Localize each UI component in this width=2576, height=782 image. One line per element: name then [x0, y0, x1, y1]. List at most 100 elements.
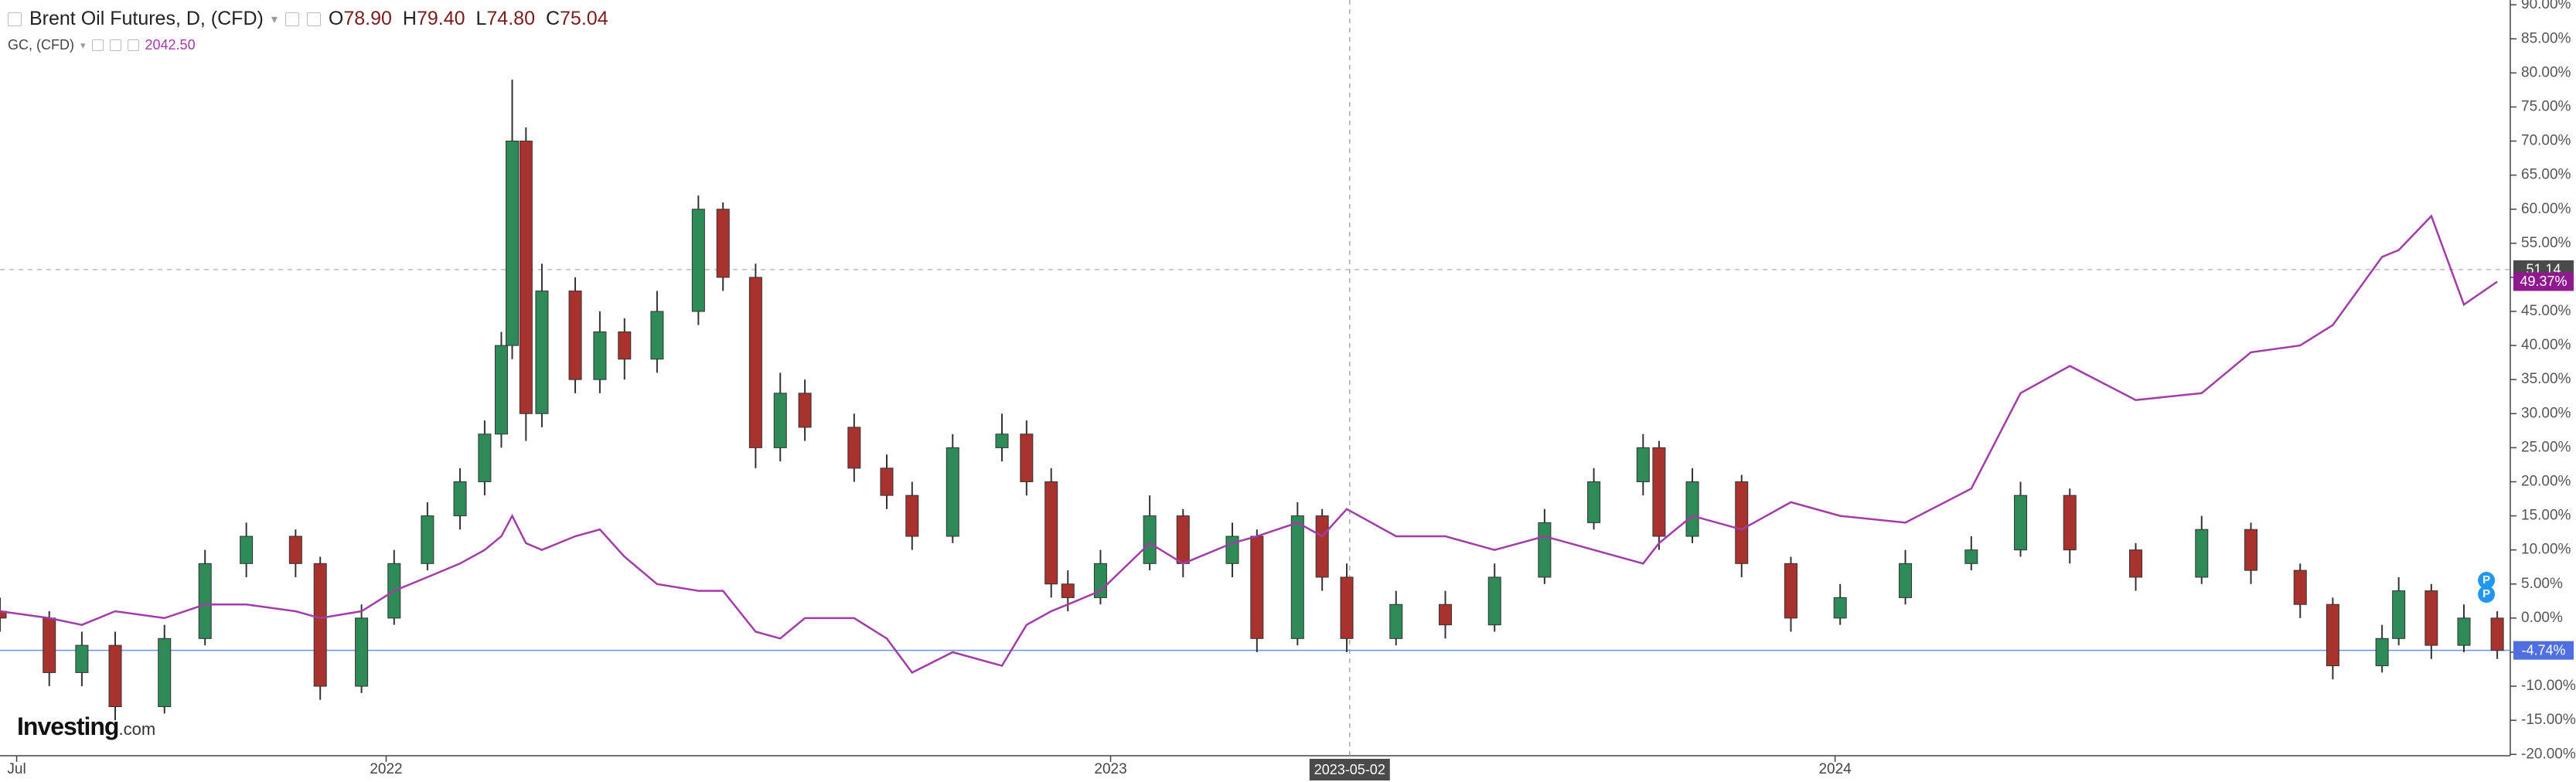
candle-body [691, 209, 705, 312]
y-tick-label: -10.00% [2521, 678, 2576, 694]
icon[interactable] [306, 12, 321, 26]
dropdown[interactable]: ▾ [80, 39, 86, 51]
icon[interactable] [109, 39, 121, 51]
candle-body [494, 345, 508, 435]
dropdown[interactable]: ▾ [271, 12, 278, 26]
candle-body [535, 291, 549, 414]
ohlc-item: O78.90 [329, 8, 392, 30]
overlay-name: GC, (CFD) [8, 37, 74, 53]
ohlc-key: H [402, 8, 417, 29]
candle-body [593, 331, 607, 380]
candle-body [1061, 583, 1075, 598]
x-tick-label: 2022 [370, 761, 402, 777]
candle-body [355, 617, 369, 687]
icon[interactable] [91, 39, 104, 51]
candle-body [1315, 515, 1329, 578]
ohlc-item: C75.04 [546, 8, 608, 30]
candle-body [198, 563, 212, 639]
y-tick-label: 30.00% [2521, 405, 2571, 421]
candle-body [158, 638, 172, 708]
candle-body [1587, 481, 1601, 523]
y-tick-label: 10.00% [2521, 542, 2571, 558]
y-tick-label: 25.00% [2521, 439, 2571, 455]
candle-body [618, 331, 632, 360]
candle-body [1685, 481, 1699, 537]
candle-body [946, 447, 959, 537]
y-tick-label: -15.00% [2521, 712, 2576, 728]
ohlc-item: H79.40 [403, 8, 465, 30]
candle-body [2326, 604, 2339, 667]
candle-last-label-box [2513, 641, 2574, 660]
candle-body [313, 563, 327, 687]
candle-body [2392, 590, 2406, 639]
event-label: P [2482, 573, 2490, 586]
candle-body [847, 427, 861, 469]
y-tick-label: 85.00% [2521, 30, 2571, 46]
x-tick-label: Jul [7, 761, 26, 777]
y-tick-label: 65.00% [2521, 167, 2571, 183]
candle-body [421, 515, 434, 564]
candle-body [716, 209, 730, 278]
candle-body [798, 393, 812, 428]
candle-body [1784, 563, 1797, 619]
x-tick-label: 2023 [1094, 761, 1126, 777]
candle-body [773, 393, 787, 448]
candle-body [1340, 576, 1354, 639]
line-last-label-box [2513, 272, 2574, 291]
candle-body [2195, 529, 2209, 578]
candle-body [453, 481, 467, 517]
ohlc-key: O [328, 8, 344, 29]
candle-body [748, 277, 762, 448]
crosshair-x-label-box [1309, 759, 1390, 780]
collapse-icon[interactable] [8, 12, 22, 26]
candle-body [1044, 481, 1058, 585]
candle-body [506, 141, 520, 346]
y-tick-label: 5.00% [2521, 576, 2563, 592]
candle-body [1899, 563, 1913, 598]
y-tick-label: 60.00% [2521, 201, 2571, 217]
candle-body [2244, 529, 2258, 571]
candle-body [0, 610, 7, 619]
candle-body [75, 644, 89, 673]
crosshair-x-label: 2023-05-02 [1314, 762, 1385, 777]
candle-body [880, 468, 894, 496]
icon[interactable] [127, 39, 139, 51]
candle-body [2014, 495, 2028, 551]
ohlc-value: 74.80 [486, 8, 535, 29]
candle-body [1487, 576, 1501, 626]
event-marker [2478, 572, 2496, 590]
overlay-header: GC, (CFD) ▾ 2042.50 [8, 37, 196, 53]
candle-body [1225, 536, 1239, 564]
y-tick-label: 75.00% [2521, 98, 2571, 114]
ohlc-value: 79.40 [416, 8, 465, 29]
candle-body [519, 141, 533, 414]
candle-body [108, 644, 122, 708]
header: Brent Oil Futures, D, (CFD) ▾ O78.90 H79.… [8, 8, 608, 30]
y-tick-label: -20.00% [2521, 746, 2576, 762]
y-tick-label: 90.00% [2521, 0, 2571, 12]
candle-body [1735, 481, 1749, 564]
candle-body [1250, 536, 1264, 639]
icon[interactable] [285, 12, 299, 26]
event-marker [2478, 586, 2496, 604]
ohlc: O78.90 H79.40 L74.80 C75.04 [329, 8, 608, 30]
y-tick-label: 15.00% [2521, 508, 2571, 524]
candle-body [1020, 434, 1034, 482]
candle-body [2424, 590, 2438, 646]
line-last-label: 49.37% [2520, 274, 2567, 289]
candle-body [1143, 515, 1157, 564]
y-tick-label: 45.00% [2521, 303, 2571, 319]
candle-body [1538, 522, 1552, 578]
y-tick-label: 55.00% [2521, 235, 2571, 251]
candle-body [2490, 617, 2504, 651]
candle-body [43, 617, 56, 673]
candle-body [1964, 549, 1978, 564]
candle-body [1176, 515, 1190, 564]
chart-title: Brent Oil Futures, D, (CFD) [29, 8, 264, 29]
candle-body [1290, 515, 1304, 639]
candle-body [288, 536, 302, 564]
candle-body [1636, 447, 1650, 482]
y-tick-label: 70.00% [2521, 133, 2571, 149]
candle-body [1438, 604, 1452, 626]
